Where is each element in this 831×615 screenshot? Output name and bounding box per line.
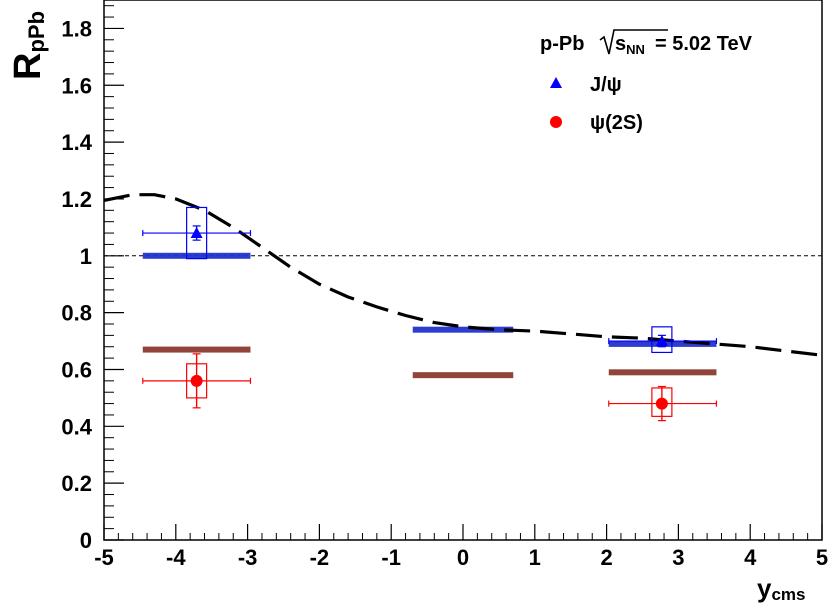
- y-tick-label: 1: [80, 244, 92, 269]
- legend: p-Pb sNN = 5.02 TeV J/ψ ψ(2S): [540, 29, 753, 134]
- x-tick-label: -1: [381, 545, 401, 570]
- legend-entry-jpsi: J/ψ: [590, 74, 622, 96]
- syst-box-jpsi: [651, 326, 673, 354]
- data-point-psi2s: [190, 374, 203, 387]
- global-band-jpsi: [412, 326, 514, 333]
- plot-frame: [103, 0, 823, 541]
- legend-marker-triangle-icon: [550, 77, 562, 88]
- x-tick-label: 2: [600, 545, 612, 570]
- y-tick-label: 0.2: [61, 471, 92, 496]
- global-band-psi2s: [142, 346, 251, 353]
- global-band-psi2s: [608, 369, 717, 376]
- global-band-jpsi: [142, 252, 251, 259]
- y-tick-label: 0.4: [61, 414, 92, 439]
- legend-header-prefix: p-Pb: [540, 33, 584, 55]
- legend-marker-circle-icon: [550, 116, 562, 128]
- x-tick-label: -3: [238, 545, 258, 570]
- y-tick-label: 0.6: [61, 357, 92, 382]
- data-point-psi2s: [655, 397, 668, 410]
- global-uncertainty-bands: [142, 252, 717, 379]
- x-axis-title-main: y: [757, 573, 772, 603]
- x-axis-title: ycms: [757, 573, 806, 604]
- axes-layer: -5 -4 -3 -2 -1 0 1 2 3 4 5 0 0.2 0.4 0.6 0.8 1 1.2 1.4 1.6 1…: [61, 5, 828, 570]
- x-tick-label: -5: [94, 545, 114, 570]
- data-point-jpsi: [190, 227, 203, 239]
- svg-text:ycms: ycms: [757, 573, 806, 604]
- x-tick-label: 3: [672, 545, 684, 570]
- x-tick-label: 5: [816, 545, 828, 570]
- y-tick-label: 0.8: [61, 301, 92, 326]
- y-tick-label: 1.4: [61, 130, 92, 155]
- x-tick-label: 0: [457, 545, 469, 570]
- y-axis-title-main: R: [7, 53, 49, 80]
- legend-header-value: = 5.02 TeV: [655, 33, 753, 55]
- y-tick-label: 0: [80, 528, 92, 553]
- x-tick-label: 1: [529, 545, 541, 570]
- x-tick-label: 4: [744, 545, 757, 570]
- data-point-jpsi: [655, 335, 668, 347]
- y-tick-label: 1.6: [61, 73, 92, 98]
- x-axis-title-sub: cms: [771, 585, 805, 604]
- global-band-psi2s: [412, 372, 514, 379]
- y-tick-label: 1.2: [61, 187, 92, 212]
- y-axis-title-sub: pPb: [24, 11, 49, 53]
- data-points-layer: [142, 206, 718, 422]
- svg-text:RpPb: RpPb: [7, 11, 49, 80]
- sqrt-symbol-icon: [599, 29, 668, 55]
- legend-header-sqrt: sNN: [615, 33, 645, 57]
- y-tick-label: 1.8: [61, 16, 92, 41]
- legend-entry-psi2s: ψ(2S): [590, 112, 643, 134]
- x-tick-label: -2: [310, 545, 330, 570]
- y-axis-title: RpPb: [7, 11, 49, 80]
- x-tick-label: -4: [166, 545, 186, 570]
